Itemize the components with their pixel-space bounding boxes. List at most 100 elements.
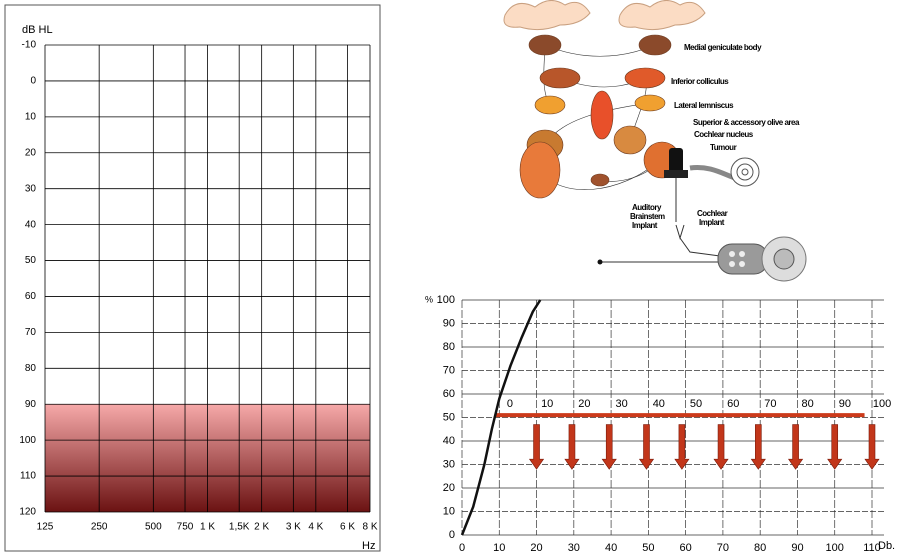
y-tick-label: 50 (25, 255, 37, 266)
x-tick-label: 125 (37, 522, 54, 533)
nucleus (520, 142, 560, 198)
cochlea (731, 158, 759, 186)
diagram-label: Cochlear (697, 209, 728, 218)
diagram-label: Tumour (710, 143, 737, 152)
x-tick-label: 30 (568, 542, 580, 554)
y-tick-label: 20 (25, 147, 37, 158)
y-tick-label: 70 (443, 364, 455, 376)
diagram-label: Inferior colliculus (671, 77, 729, 86)
implant-button (739, 251, 745, 257)
x2-tick-label: 10 (541, 398, 553, 410)
nucleus (591, 91, 613, 139)
x2-tick-label: 90 (839, 398, 851, 410)
x-tick-label: 100 (826, 542, 844, 554)
arrow (675, 425, 689, 470)
x-tick-label: 70 (717, 542, 729, 554)
diagram-label: Medial geniculate body (684, 43, 762, 52)
x-tick-label: 2 K (254, 522, 269, 533)
y-tick-label: 60 (25, 291, 37, 302)
x2-tick-label: 0 (507, 398, 513, 410)
abi-device (664, 170, 688, 178)
x-tick-label: 40 (605, 542, 617, 554)
nucleus (639, 35, 671, 55)
y-tick-label: 30 (25, 183, 37, 194)
diagram-label: Superior & accessory olive area (693, 118, 800, 127)
x-tick-label: 60 (680, 542, 692, 554)
y-tick-label: 90 (443, 317, 455, 329)
y-tick-label: 120 (19, 507, 36, 518)
y-tick-label: 90 (25, 399, 37, 410)
diagram-label: Cochlear nucleus (694, 130, 754, 139)
x-axis-label: Hz (362, 540, 375, 552)
x-tick-label: 8 K (362, 522, 377, 533)
nucleus (535, 96, 565, 114)
y-tick-label: 10 (443, 505, 455, 517)
y-tick-label: 80 (25, 363, 37, 374)
implant-button (729, 251, 735, 257)
arrow (865, 425, 879, 470)
y-tick-label: 60 (443, 388, 455, 400)
x2-tick-label: 100 (873, 398, 891, 410)
y-axis-label: % (425, 294, 433, 304)
nucleus (625, 68, 665, 88)
x-tick-label: 80 (754, 542, 766, 554)
y-tick-label: 100 (437, 294, 455, 306)
arrow (789, 425, 803, 470)
x2-tick-label: 80 (802, 398, 814, 410)
y-tick-label: 0 (449, 529, 455, 541)
nucleus (635, 95, 665, 111)
y-tick-label: 50 (443, 411, 455, 423)
x-tick-label: 110 (863, 542, 881, 554)
implant-button (729, 261, 735, 267)
x2-tick-label: 30 (615, 398, 627, 410)
x-tick-label: 1 K (200, 522, 215, 533)
y-tick-label: 40 (25, 219, 37, 230)
nucleus (614, 126, 646, 154)
x2-tick-label: 20 (578, 398, 590, 410)
y-axis-label: dB HL (22, 24, 53, 36)
wire (676, 225, 720, 256)
diagram-label: Lateral lemniscus (674, 101, 734, 110)
arrow (530, 425, 544, 470)
arrow (751, 425, 765, 470)
x-tick-label: 50 (642, 542, 654, 554)
implant-button (739, 261, 745, 267)
pathway (545, 45, 655, 56)
x-tick-label: 1,5K (229, 522, 250, 533)
arrow (714, 425, 728, 470)
nuclei (520, 35, 680, 198)
x-tick-label: 90 (791, 542, 803, 554)
audiogram: dB HL Hz -100102030405060708090100110120… (19, 24, 378, 552)
x2-tick-label: 60 (727, 398, 739, 410)
diagram-label: Brainstem (630, 212, 665, 221)
cortex (504, 0, 590, 29)
implant-body (718, 244, 768, 274)
x-tick-label: 6 K (340, 522, 355, 533)
x-tick-label: 20 (530, 542, 542, 554)
x-tick-label: 3 K (286, 522, 301, 533)
diagram-label: Implant (699, 218, 725, 227)
arrow (640, 425, 654, 470)
y-tick-label: 70 (25, 327, 37, 338)
x2-tick-label: 70 (764, 398, 776, 410)
x-tick-label: 500 (145, 522, 162, 533)
x2-tick-label: 50 (690, 398, 702, 410)
speech-chart: % Db. 0102030405060708090100010203040506… (425, 294, 895, 554)
y-tick-label: -10 (22, 40, 37, 51)
diagram-label: Auditory (632, 203, 662, 212)
diagram-label: Implant (632, 221, 658, 230)
arrow (828, 425, 842, 470)
y-tick-label: 0 (30, 76, 36, 87)
nucleus (591, 174, 609, 186)
nucleus (529, 35, 561, 55)
arrow (565, 425, 579, 470)
x2-tick-label: 40 (653, 398, 665, 410)
diagram: Medial geniculate body Inferior collicul… (504, 0, 806, 281)
y-tick-label: 80 (443, 341, 455, 353)
x-tick-label: 4 K (308, 522, 323, 533)
nucleus (540, 68, 580, 88)
x-tick-label: 750 (177, 522, 194, 533)
x-tick-label: 250 (91, 522, 108, 533)
x-tick-label: 0 (459, 542, 465, 554)
nerve (690, 167, 735, 178)
